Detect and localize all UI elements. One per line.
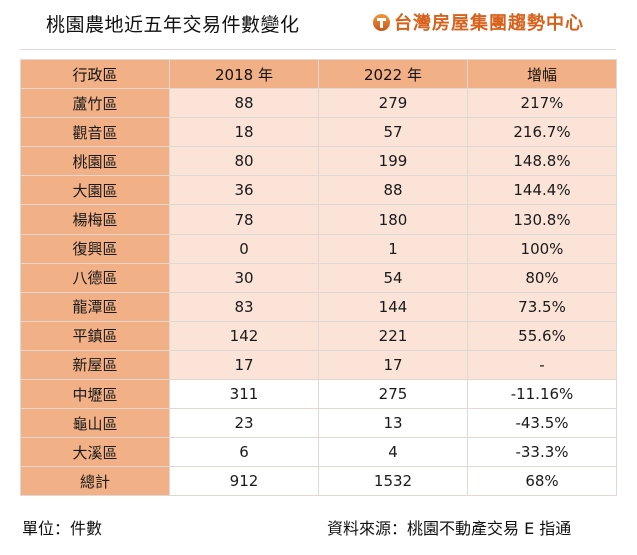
t-logo-icon xyxy=(373,13,390,31)
change-cell: -43.5% xyxy=(467,408,617,439)
count-2022-cell: 4 xyxy=(318,437,468,468)
district-cell: 大園區 xyxy=(20,175,170,206)
district-cell: 新屋區 xyxy=(20,349,170,381)
district-cell: 觀音區 xyxy=(20,117,170,148)
count-2022-cell: 57 xyxy=(318,117,468,148)
total-row: 總計 912 1532 68% xyxy=(20,466,617,497)
count-2018-cell: 6 xyxy=(169,437,319,468)
count-2022-cell: 199 xyxy=(318,146,468,177)
count-2018-cell: 36 xyxy=(169,175,319,206)
table-row: 大溪區 6 4 -33.3% xyxy=(20,437,617,468)
count-2022-cell: 221 xyxy=(318,320,468,351)
count-2022-cell: 13 xyxy=(318,408,468,439)
table-row: 大園區 36 88 144.4% xyxy=(20,175,617,206)
page-title: 桃園農地近五年交易件數變化 xyxy=(46,14,300,36)
district-cell: 大溪區 xyxy=(20,437,170,468)
change-cell: 80% xyxy=(467,262,617,293)
district-cell: 平鎮區 xyxy=(20,320,170,351)
change-cell: 130.8% xyxy=(467,204,617,235)
count-2018-cell: 83 xyxy=(169,291,319,322)
change-cell: - xyxy=(467,349,617,381)
count-2018-cell: 78 xyxy=(169,204,319,235)
change-cell: 73.5% xyxy=(467,291,617,322)
change-cell: 216.7% xyxy=(467,117,617,148)
table-header-row: 行政區 2018 年 2022 年 增幅 xyxy=(20,58,617,90)
count-2018-cell: 80 xyxy=(169,146,319,177)
change-cell: 148.8% xyxy=(467,146,617,177)
count-2018-cell: 17 xyxy=(169,349,319,381)
change-cell: 144.4% xyxy=(467,175,617,206)
brand-logo: 台灣房屋集團趨勢中心 xyxy=(373,9,584,35)
source-note: 資料來源：桃園不動產交易 E 指通 xyxy=(327,519,572,538)
change-cell: 217% xyxy=(467,88,617,119)
count-2022-cell: 275 xyxy=(318,379,468,410)
count-2022-cell: 88 xyxy=(318,175,468,206)
table-row: 平鎮區 142 221 55.6% xyxy=(20,320,617,351)
district-cell: 八德區 xyxy=(20,262,170,293)
header-2018: 2018 年 xyxy=(169,58,319,90)
count-2022-cell: 279 xyxy=(318,88,468,119)
change-cell: 55.6% xyxy=(467,320,617,351)
count-2022-cell: 54 xyxy=(318,262,468,293)
count-2018-cell: 30 xyxy=(169,262,319,293)
table-row: 觀音區 18 57 216.7% xyxy=(20,117,617,148)
count-2022-cell: 1 xyxy=(318,233,468,264)
change-cell: -11.16% xyxy=(467,379,617,410)
table-row: 桃園區 80 199 148.8% xyxy=(20,146,617,177)
unit-note: 單位：件數 xyxy=(22,519,103,538)
district-cell: 龍潭區 xyxy=(20,291,170,322)
district-cell: 楊梅區 xyxy=(20,204,170,235)
table-row: 楊梅區 78 180 130.8% xyxy=(20,204,617,235)
change-cell: 100% xyxy=(467,233,617,264)
table-row: 蘆竹區 88 279 217% xyxy=(20,88,617,119)
table-row: 復興區 0 1 100% xyxy=(20,233,617,264)
table-row: 中壢區 311 275 -11.16% xyxy=(20,379,617,410)
count-2018-cell: 0 xyxy=(169,233,319,264)
count-2022-cell: 17 xyxy=(318,349,468,381)
table-row: 八德區 30 54 80% xyxy=(20,262,617,293)
header-district: 行政區 xyxy=(20,58,170,90)
district-cell: 桃園區 xyxy=(20,146,170,177)
total-change-cell: 68% xyxy=(467,466,617,497)
district-cell: 龜山區 xyxy=(20,408,170,439)
count-2022-cell: 144 xyxy=(318,291,468,322)
brand-name: 台灣房屋集團趨勢中心 xyxy=(394,13,584,34)
total-2018-cell: 912 xyxy=(169,466,319,497)
header-change: 增幅 xyxy=(467,58,617,90)
table-row: 龜山區 23 13 -43.5% xyxy=(20,408,617,439)
count-2018-cell: 88 xyxy=(169,88,319,119)
count-2018-cell: 142 xyxy=(169,320,319,351)
district-cell: 蘆竹區 xyxy=(20,88,170,119)
count-2018-cell: 311 xyxy=(169,379,319,410)
table-row: 龍潭區 83 144 73.5% xyxy=(20,291,617,322)
count-2018-cell: 18 xyxy=(169,117,319,148)
table-row: 新屋區 17 17- xyxy=(20,349,617,381)
total-2022-cell: 1532 xyxy=(318,466,468,497)
divider xyxy=(20,49,616,50)
change-cell: -33.3% xyxy=(467,437,617,468)
count-2018-cell: 23 xyxy=(169,408,319,439)
count-2022-cell: 180 xyxy=(318,204,468,235)
district-cell: 中壢區 xyxy=(20,379,170,410)
header-2022: 2022 年 xyxy=(318,58,468,90)
total-label-cell: 總計 xyxy=(20,466,170,497)
transactions-table: 行政區 2018 年 2022 年 增幅 蘆竹區 88 279 217% 觀音區 18 57… xyxy=(20,58,617,497)
district-cell: 復興區 xyxy=(20,233,170,264)
